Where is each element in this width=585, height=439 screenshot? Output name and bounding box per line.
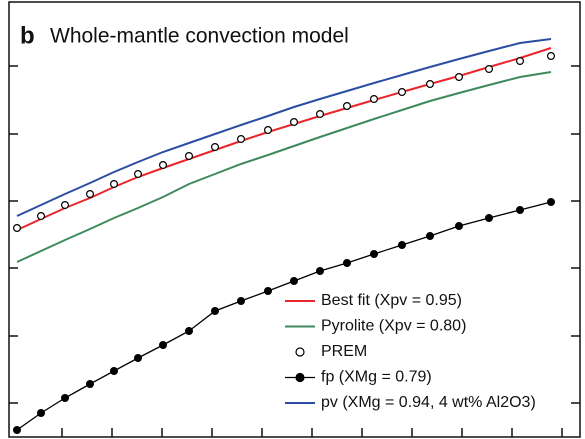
point xyxy=(237,135,246,144)
point xyxy=(264,125,273,134)
point xyxy=(85,190,94,199)
point xyxy=(290,277,299,286)
point xyxy=(426,79,435,88)
point xyxy=(13,426,22,435)
point xyxy=(185,152,194,161)
legend-label: pv (XMg = 0.94, 4 wt% Al2O3) xyxy=(321,394,536,411)
point xyxy=(109,180,118,189)
point xyxy=(134,170,143,179)
series-line xyxy=(16,47,552,231)
point xyxy=(109,367,118,376)
point xyxy=(485,214,494,223)
plot-frame xyxy=(8,1,581,438)
point xyxy=(398,87,407,96)
point xyxy=(515,206,524,215)
legend-label: Best fit (Xpv = 0.95) xyxy=(321,292,462,309)
point xyxy=(370,94,379,103)
point xyxy=(13,224,22,233)
point xyxy=(211,143,220,152)
point xyxy=(426,232,435,241)
point xyxy=(316,109,325,118)
point xyxy=(546,198,555,207)
point xyxy=(264,287,273,296)
point xyxy=(60,394,69,403)
point xyxy=(36,409,45,418)
point xyxy=(515,56,524,65)
legend-label: fp (XMg = 0.79) xyxy=(321,369,432,386)
legend-marker xyxy=(295,372,305,383)
point xyxy=(185,327,194,336)
point xyxy=(398,241,407,250)
chart-title: Whole-mantle convection model xyxy=(50,25,349,48)
point xyxy=(316,267,325,276)
legend-label: PREM xyxy=(321,343,367,360)
point xyxy=(546,51,555,60)
point xyxy=(60,201,69,210)
point xyxy=(290,117,299,126)
point xyxy=(237,297,246,306)
point xyxy=(134,354,143,363)
series-line xyxy=(16,71,552,263)
point xyxy=(455,72,464,81)
panel-label: b xyxy=(20,22,35,49)
point xyxy=(159,341,168,350)
point xyxy=(211,307,220,316)
point xyxy=(485,64,494,73)
point xyxy=(36,212,45,221)
point xyxy=(85,380,94,389)
series-line xyxy=(16,38,552,217)
point xyxy=(455,222,464,231)
legend-marker xyxy=(295,347,305,357)
legend-label: Pyrolite (Xpv = 0.80) xyxy=(321,318,466,335)
point xyxy=(370,250,379,259)
point xyxy=(159,161,168,170)
point xyxy=(343,259,352,268)
point xyxy=(343,101,352,110)
